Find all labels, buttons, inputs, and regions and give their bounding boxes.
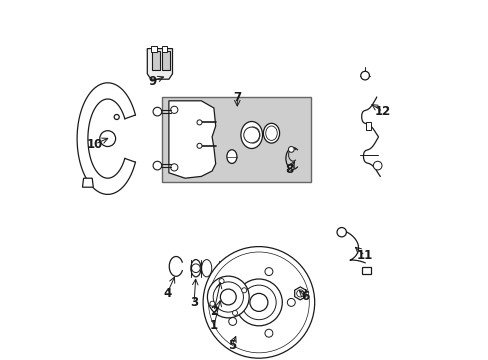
Circle shape [244,127,259,143]
Circle shape [235,279,282,326]
Text: 6: 6 [301,291,309,303]
Circle shape [219,279,224,284]
Circle shape [296,290,303,297]
Bar [162,46,167,52]
Circle shape [114,114,119,120]
Circle shape [207,276,249,318]
Circle shape [287,298,295,306]
Bar [162,51,169,70]
Circle shape [288,165,294,170]
Text: 9: 9 [148,75,157,87]
Text: 4: 4 [163,287,171,300]
Ellipse shape [190,260,201,277]
Text: 2: 2 [209,305,218,318]
Circle shape [360,71,368,80]
Bar [361,267,370,274]
Text: 10: 10 [87,138,103,150]
Circle shape [209,301,214,306]
Circle shape [288,147,294,152]
Text: 3: 3 [190,296,198,309]
Text: 12: 12 [374,105,390,118]
Bar [366,122,370,130]
Circle shape [191,264,200,273]
Circle shape [100,131,115,147]
Circle shape [228,318,236,325]
Polygon shape [147,49,172,79]
Circle shape [220,289,236,305]
Text: 7: 7 [233,91,241,104]
Circle shape [241,288,246,293]
Ellipse shape [263,123,279,143]
Circle shape [336,228,346,237]
Circle shape [197,120,202,125]
Text: 5: 5 [227,339,236,352]
Circle shape [203,247,314,358]
Circle shape [153,107,162,116]
Text: 8: 8 [285,163,293,176]
Circle shape [373,161,381,170]
Circle shape [228,279,236,287]
Circle shape [234,253,239,258]
Ellipse shape [226,150,237,163]
Ellipse shape [241,122,262,149]
Circle shape [232,310,237,315]
Circle shape [241,285,276,320]
Circle shape [264,329,272,337]
Bar [151,46,156,52]
Circle shape [264,267,272,275]
Polygon shape [82,178,93,187]
Circle shape [249,293,267,311]
Polygon shape [168,101,215,178]
Circle shape [170,164,178,171]
Text: 1: 1 [209,319,218,332]
Bar [152,51,160,70]
Circle shape [170,106,178,113]
Circle shape [153,161,162,170]
Bar [162,97,310,182]
Text: 11: 11 [356,249,372,262]
Ellipse shape [219,261,226,275]
Circle shape [197,143,202,148]
Bar [218,283,232,301]
Circle shape [213,282,243,312]
